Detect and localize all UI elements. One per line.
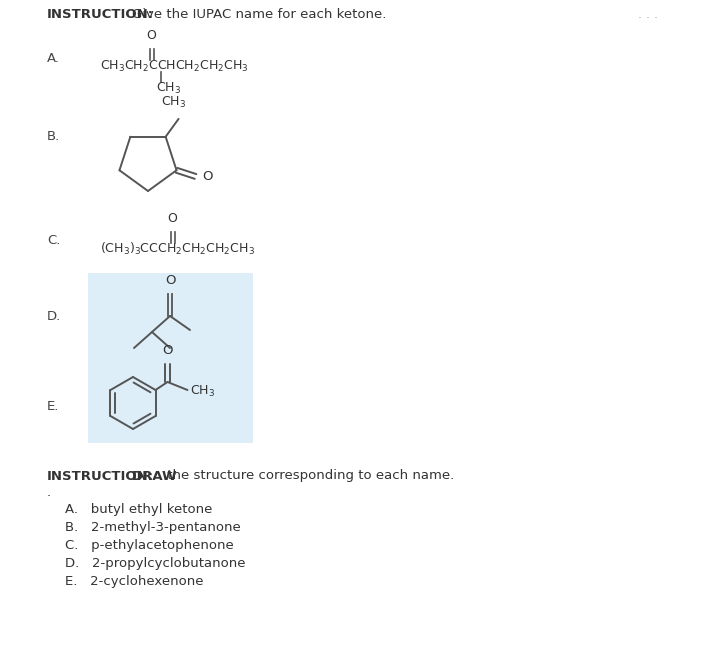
Text: D.: D. <box>47 309 62 323</box>
Text: B.: B. <box>47 130 60 142</box>
Text: the structure corresponding to each name.: the structure corresponding to each name… <box>163 470 455 482</box>
Text: E.   2-cyclohexenone: E. 2-cyclohexenone <box>65 574 203 588</box>
Text: Give the IUPAC name for each ketone.: Give the IUPAC name for each ketone. <box>132 7 387 21</box>
Text: A.   butyl ethyl ketone: A. butyl ethyl ketone <box>65 503 212 515</box>
Text: INSTRUCTION:: INSTRUCTION: <box>47 7 154 21</box>
Text: C.: C. <box>47 234 60 248</box>
Text: CH$_3$: CH$_3$ <box>161 95 186 110</box>
Text: B.   2-methyl-3-pentanone: B. 2-methyl-3-pentanone <box>65 521 241 533</box>
Text: A.: A. <box>47 52 60 66</box>
Bar <box>88 273 253 353</box>
Text: O: O <box>162 344 173 357</box>
Text: . . .: . . . <box>638 7 658 21</box>
Text: CH$_3$: CH$_3$ <box>190 383 215 399</box>
Text: DRAW: DRAW <box>132 470 178 482</box>
Text: C.   p-ethylacetophenone: C. p-ethylacetophenone <box>65 539 234 552</box>
Text: O: O <box>147 29 156 42</box>
Text: D.   2-propylcyclobutanone: D. 2-propylcyclobutanone <box>65 556 246 570</box>
Text: O: O <box>202 170 213 183</box>
Text: O: O <box>168 212 178 225</box>
Text: INSTRUCTION:: INSTRUCTION: <box>47 470 154 482</box>
Text: (CH$_3$)$_3$CCCH$_2$CH$_2$CH$_2$CH$_3$: (CH$_3$)$_3$CCCH$_2$CH$_2$CH$_2$CH$_3$ <box>100 241 255 257</box>
Text: O: O <box>165 274 176 287</box>
Text: .: . <box>47 486 51 499</box>
Text: E.: E. <box>47 399 59 413</box>
Text: CH$_3$CH$_2$CCHCH$_2$CH$_2$CH$_3$: CH$_3$CH$_2$CCHCH$_2$CH$_2$CH$_3$ <box>100 58 249 74</box>
Bar <box>88 353 253 443</box>
Text: CH$_3$: CH$_3$ <box>156 81 181 95</box>
